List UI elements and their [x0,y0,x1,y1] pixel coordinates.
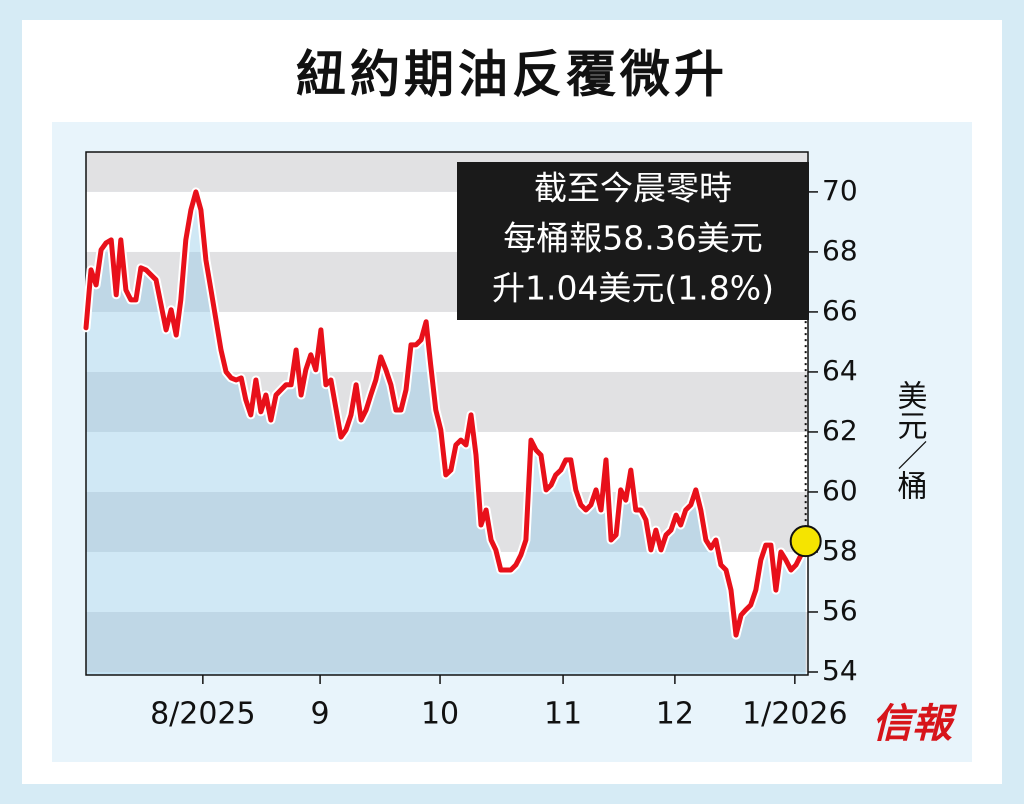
x-tick-label: 9 [311,697,330,732]
y-tick-label: 60 [822,474,858,507]
chart-title: 紐約期油反覆微升 [296,46,728,104]
y-tick-label: 68 [822,234,858,267]
y-tick-label: 66 [822,294,858,327]
y-axis-label: 美元／桶 [892,380,928,500]
annotation-box [457,162,809,320]
annotation-text: 截至今晨零時 [534,169,732,208]
band [86,311,808,372]
overlay: 54 56 58 60 62 64 66 68 70 8/2025 9 10 11 12 1/2026 截至今… [81,151,858,732]
band [86,371,808,432]
y-tick-label: 62 [822,414,858,447]
area [86,191,806,675]
y-tick-label: 54 [822,654,858,687]
annotation-text: 升1.04美元(1.8%) [492,269,774,308]
x-tick-label: 8/2025 [150,697,256,732]
y-tick-label: 70 [822,174,858,207]
logo: 信報 [872,700,958,747]
band [86,611,808,672]
last-point [789,525,822,558]
annotation-text: 每桶報58.36美元 [503,219,762,258]
y-tick-label: 64 [822,354,858,387]
x-tick-label: 11 [544,697,582,732]
y-tick-label: 58 [822,534,858,567]
x-tick-label: 10 [421,697,459,732]
x-tick-label: 12 [656,697,694,732]
plot-border [85,151,809,676]
y-tick-label: 56 [822,594,858,627]
line [83,189,809,638]
x-tick-label: 1/2026 [742,697,848,732]
band [86,551,808,612]
